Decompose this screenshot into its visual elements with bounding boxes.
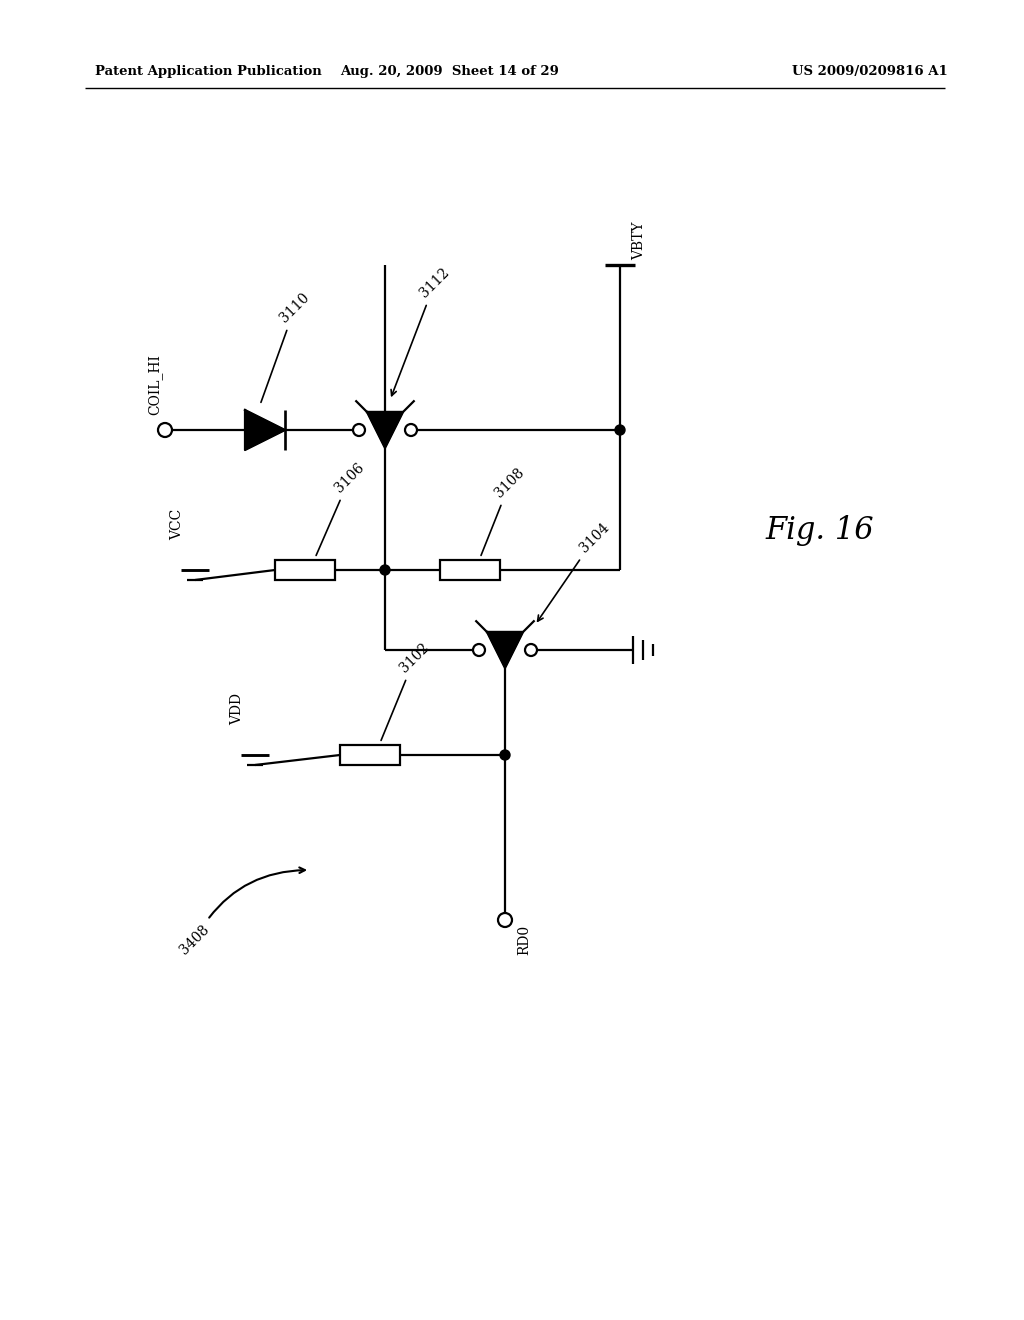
Text: 3104: 3104 [538, 520, 612, 622]
Text: Fig. 16: Fig. 16 [766, 515, 874, 545]
Circle shape [615, 425, 625, 436]
Text: 3408: 3408 [177, 867, 305, 957]
Text: Patent Application Publication: Patent Application Publication [95, 66, 322, 78]
Bar [340, 744, 400, 766]
Text: 3108: 3108 [481, 465, 527, 556]
Text: 3110: 3110 [261, 290, 312, 403]
Text: VDD: VDD [230, 693, 244, 725]
Polygon shape [367, 412, 403, 447]
Text: US 2009/0209816 A1: US 2009/0209816 A1 [793, 66, 948, 78]
Circle shape [353, 424, 365, 436]
Text: 3102: 3102 [381, 640, 432, 741]
Text: VBTY: VBTY [632, 222, 646, 260]
Bar [440, 560, 500, 579]
Circle shape [406, 424, 417, 436]
Text: 3106: 3106 [316, 461, 368, 556]
Polygon shape [245, 411, 285, 450]
Circle shape [525, 644, 537, 656]
Text: VCC: VCC [170, 508, 184, 540]
Circle shape [158, 422, 172, 437]
Circle shape [500, 750, 510, 760]
Circle shape [473, 644, 485, 656]
Circle shape [380, 565, 390, 576]
Circle shape [498, 913, 512, 927]
Polygon shape [487, 632, 523, 668]
Text: COIL_HI: COIL_HI [147, 354, 163, 414]
Text: 3112: 3112 [391, 265, 453, 396]
Text: RD0: RD0 [517, 925, 531, 956]
Bar [275, 560, 335, 579]
Text: Aug. 20, 2009  Sheet 14 of 29: Aug. 20, 2009 Sheet 14 of 29 [341, 66, 559, 78]
